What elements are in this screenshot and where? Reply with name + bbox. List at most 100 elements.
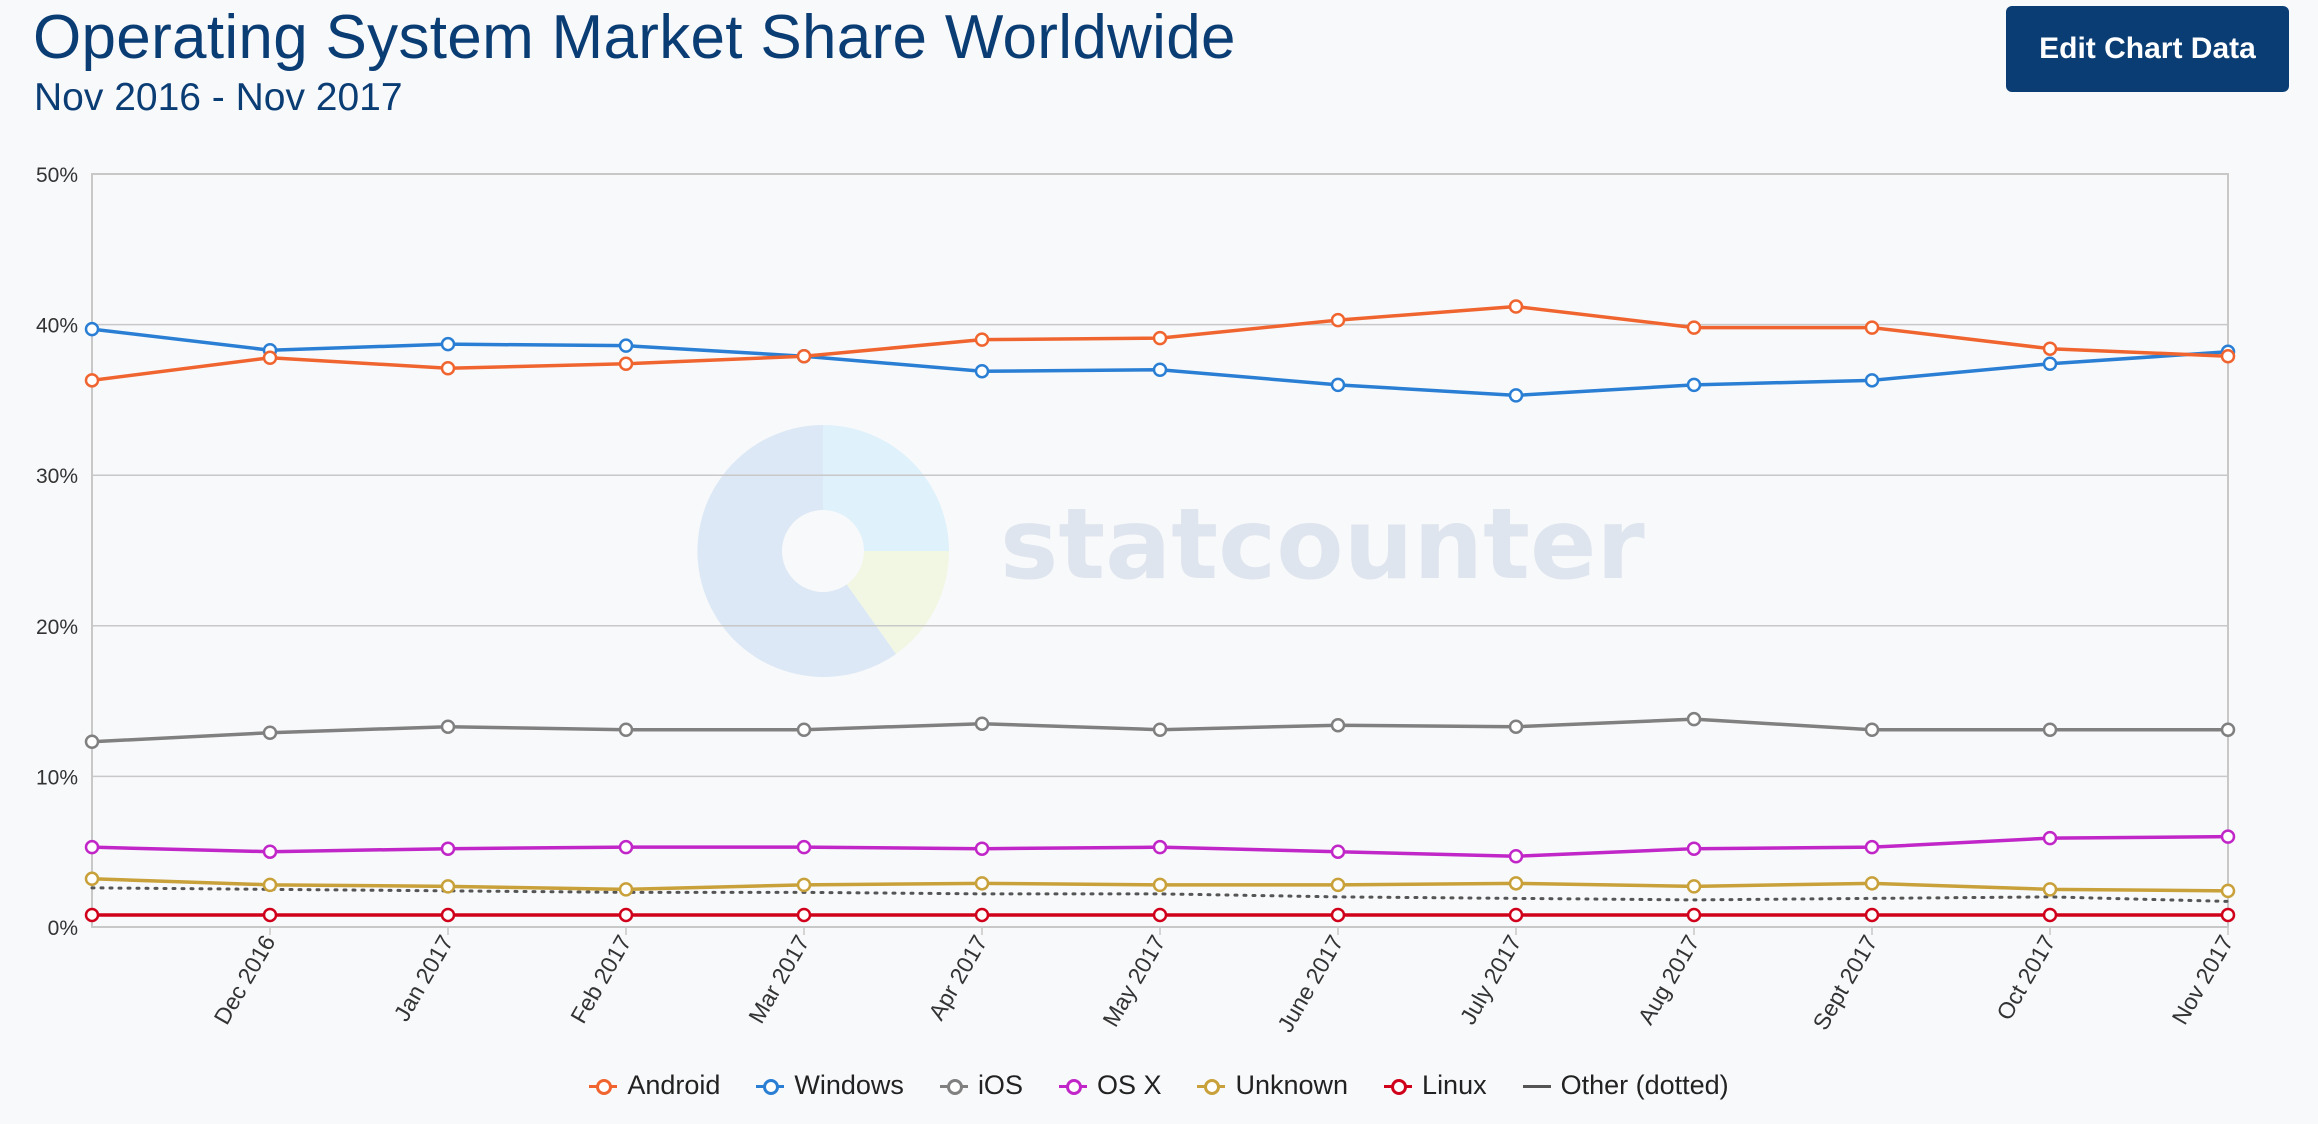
legend-marker-icon <box>1058 1076 1087 1096</box>
data-point[interactable] <box>1864 373 1880 388</box>
data-point[interactable] <box>1508 848 1524 864</box>
data-point[interactable] <box>1330 877 1346 893</box>
data-point[interactable] <box>1330 844 1346 859</box>
legend-item[interactable]: OS X <box>1058 1070 1161 1101</box>
legend-label: Android <box>627 1070 721 1100</box>
series-ios[interactable] <box>84 711 2236 750</box>
data-point[interactable] <box>262 877 278 893</box>
data-point[interactable] <box>618 338 634 353</box>
data-point[interactable] <box>618 907 634 923</box>
data-point[interactable] <box>2220 883 2236 899</box>
data-point[interactable] <box>84 734 100 750</box>
data-point[interactable] <box>1508 388 1524 403</box>
data-point[interactable] <box>618 722 634 737</box>
data-point[interactable] <box>974 907 990 923</box>
data-point[interactable] <box>84 871 100 887</box>
data-point[interactable] <box>796 348 812 364</box>
data-point[interactable] <box>262 350 278 365</box>
data-point[interactable] <box>1152 722 1168 737</box>
data-point[interactable] <box>2220 829 2236 844</box>
data-point[interactable] <box>84 321 100 337</box>
data-point[interactable] <box>1508 907 1524 923</box>
data-point[interactable] <box>1686 711 1702 727</box>
data-point[interactable] <box>974 332 990 347</box>
data-point[interactable] <box>796 877 812 893</box>
data-point[interactable] <box>84 839 100 855</box>
data-point[interactable] <box>1152 330 1168 346</box>
data-point[interactable] <box>1686 841 1702 856</box>
x-tick-label: Dec 2016 <box>209 931 281 1029</box>
data-point[interactable] <box>2042 830 2058 846</box>
data-point[interactable] <box>1864 907 1880 923</box>
legend-marker-icon <box>756 1076 785 1096</box>
data-point[interactable] <box>262 907 278 923</box>
data-point[interactable] <box>796 722 812 737</box>
data-point[interactable] <box>1508 299 1524 314</box>
data-point[interactable] <box>2042 907 2058 923</box>
legend-label: iOS <box>977 1070 1023 1100</box>
series-linux[interactable] <box>84 907 2236 923</box>
series-os-x[interactable] <box>84 829 2236 864</box>
edit-chart-data-button[interactable]: Edit Chart Data <box>2006 6 2289 92</box>
y-tick-label: 30% <box>36 465 78 488</box>
data-point[interactable] <box>440 907 456 923</box>
data-point[interactable] <box>1152 839 1168 855</box>
legend-item[interactable]: Unknown <box>1197 1070 1348 1101</box>
data-point[interactable] <box>2220 722 2236 737</box>
data-point[interactable] <box>440 719 456 734</box>
data-point[interactable] <box>1330 377 1346 393</box>
series-unknown[interactable] <box>84 871 2236 899</box>
data-point[interactable] <box>974 841 990 856</box>
data-point[interactable] <box>84 907 100 923</box>
legend-item[interactable]: Linux <box>1384 1070 1487 1101</box>
data-point[interactable] <box>2220 907 2236 923</box>
data-point[interactable] <box>1864 876 1880 891</box>
data-point[interactable] <box>440 841 456 856</box>
data-point[interactable] <box>2220 348 2236 364</box>
series-windows[interactable] <box>84 321 2236 403</box>
legend-label: Windows <box>794 1070 904 1100</box>
chart-series <box>84 299 2236 923</box>
data-point[interactable] <box>1152 877 1168 893</box>
data-point[interactable] <box>84 373 100 388</box>
data-point[interactable] <box>1330 312 1346 328</box>
data-point[interactable] <box>1686 907 1702 923</box>
data-point[interactable] <box>440 336 456 352</box>
legend-item[interactable]: Android <box>589 1070 720 1101</box>
series-android[interactable] <box>84 299 2236 388</box>
data-point[interactable] <box>796 907 812 923</box>
data-point[interactable] <box>1686 377 1702 393</box>
data-point[interactable] <box>974 716 990 731</box>
data-point[interactable] <box>1330 907 1346 923</box>
legend-item[interactable]: Windows <box>756 1070 904 1101</box>
y-tick-label: 10% <box>36 766 78 789</box>
data-point[interactable] <box>1152 362 1168 378</box>
data-point[interactable] <box>1508 876 1524 891</box>
x-tick-label: Feb 2017 <box>565 931 636 1028</box>
data-point[interactable] <box>440 879 456 894</box>
data-point[interactable] <box>1864 839 1880 855</box>
data-point[interactable] <box>618 356 634 372</box>
data-point[interactable] <box>618 882 634 897</box>
data-point[interactable] <box>2042 882 2058 897</box>
data-point[interactable] <box>974 876 990 891</box>
data-point[interactable] <box>440 361 456 376</box>
data-point[interactable] <box>1508 719 1524 734</box>
data-point[interactable] <box>1864 722 1880 737</box>
data-point[interactable] <box>2042 722 2058 737</box>
data-point[interactable] <box>618 839 634 855</box>
data-point[interactable] <box>796 839 812 855</box>
data-point[interactable] <box>1330 717 1346 733</box>
data-point[interactable] <box>1686 320 1702 335</box>
x-tick-label: July 2017 <box>1455 931 1527 1029</box>
legend-item[interactable]: Other (dotted) <box>1522 1070 1729 1101</box>
legend-item[interactable]: iOS <box>939 1070 1023 1101</box>
data-point[interactable] <box>2042 341 2058 356</box>
data-point[interactable] <box>1686 879 1702 894</box>
data-point[interactable] <box>974 364 990 379</box>
data-point[interactable] <box>1864 320 1880 335</box>
data-point[interactable] <box>262 725 278 740</box>
data-point[interactable] <box>2042 356 2058 372</box>
data-point[interactable] <box>262 844 278 859</box>
data-point[interactable] <box>1152 907 1168 923</box>
